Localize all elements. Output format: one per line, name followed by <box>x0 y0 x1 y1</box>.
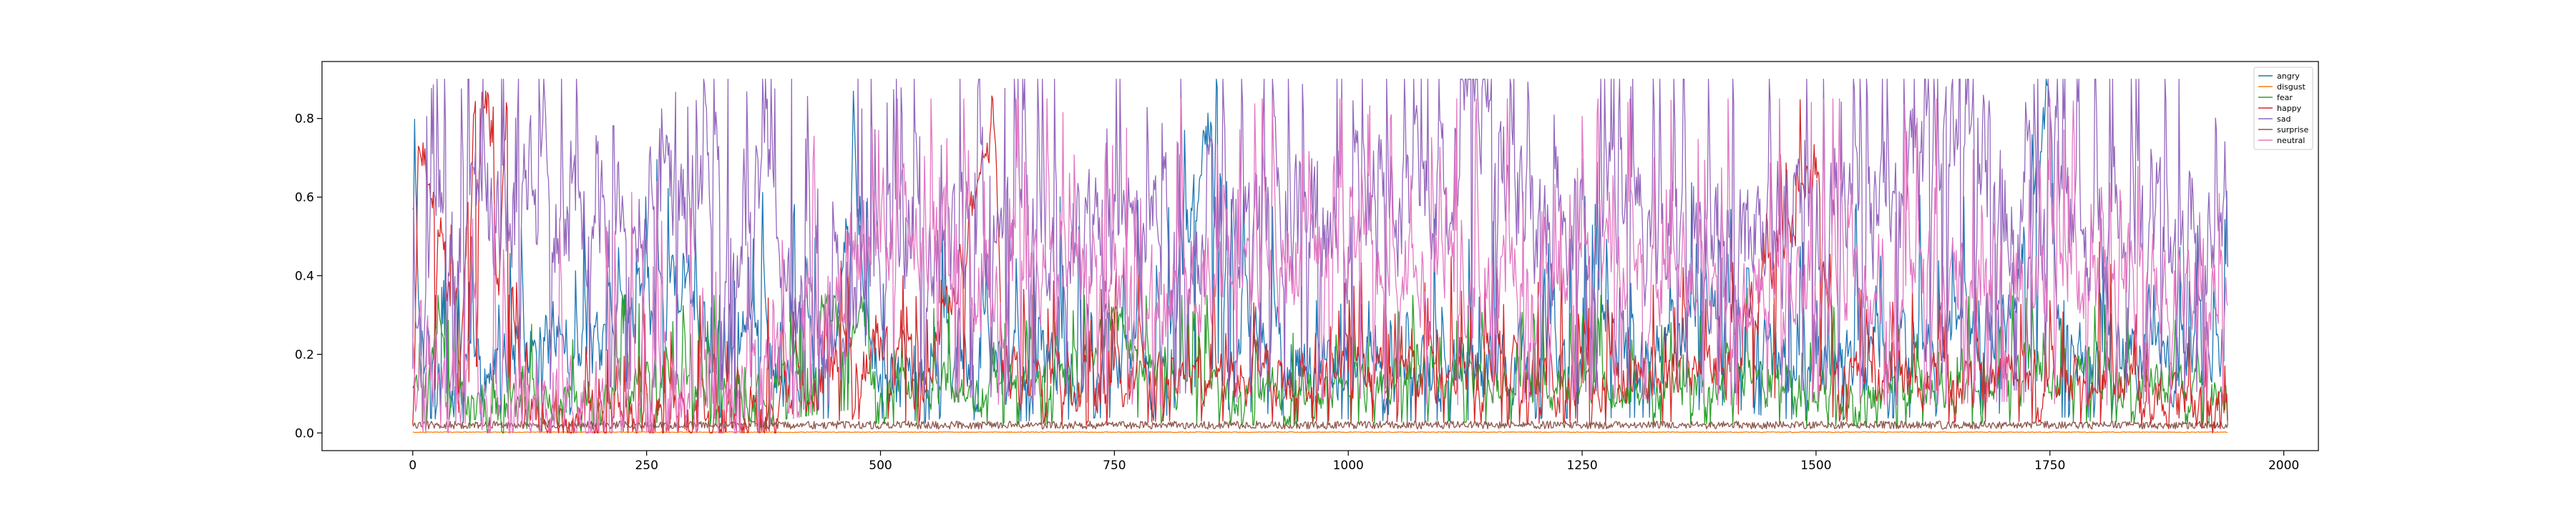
x-tick-label: 1750 <box>2034 458 2065 473</box>
x-tick-label: 250 <box>635 458 658 473</box>
x-tick-label: 1250 <box>1566 458 1597 473</box>
series-line-sad <box>412 79 2228 410</box>
y-tick-label: 0.2 <box>295 348 314 362</box>
x-tick-label: 1000 <box>1333 458 1364 473</box>
x-axis: 0 250 500 750 1000 1250 1500 1750 2000 <box>409 451 2299 473</box>
y-tick-label: 0.6 <box>295 191 314 205</box>
y-tick-label: 0.4 <box>295 269 314 283</box>
legend-label-angry: angry <box>2277 72 2300 81</box>
series-line-surprise <box>412 421 2228 430</box>
legend-label-surprise: surprise <box>2277 125 2309 134</box>
x-tick-label: 0 <box>409 458 416 473</box>
legend-label-fear: fear <box>2277 93 2293 102</box>
y-tick-label: 0.8 <box>295 112 314 127</box>
legend-label-neutral: neutral <box>2277 136 2305 145</box>
legend-label-happy: happy <box>2277 104 2302 113</box>
legend-label-sad: sad <box>2277 114 2290 124</box>
series-line-disgust <box>412 431 2228 433</box>
plot-frame <box>321 61 2319 451</box>
x-tick-label: 750 <box>1103 458 1126 473</box>
x-tick-label: 500 <box>869 458 892 473</box>
y-axis: 0.0 0.2 0.4 0.6 0.8 <box>295 112 322 441</box>
y-tick-label: 0.0 <box>295 426 314 441</box>
x-tick-label: 2000 <box>2268 458 2299 473</box>
series-lines <box>412 79 2228 433</box>
x-tick-label: 1500 <box>1800 458 1831 473</box>
legend-label-disgust: disgust <box>2277 82 2306 92</box>
series-line-neutral <box>412 98 2228 433</box>
